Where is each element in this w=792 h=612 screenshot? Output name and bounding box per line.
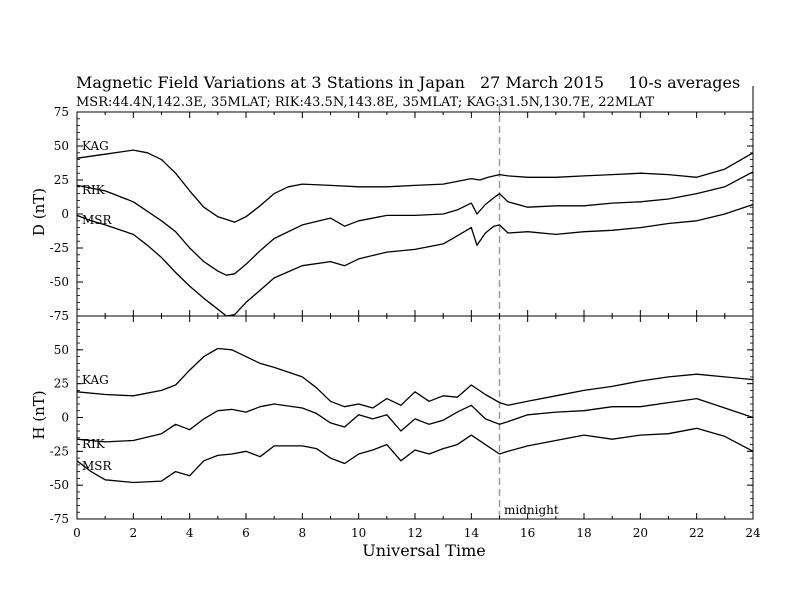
series-line-msr: [76, 427, 754, 484]
y-tick-label: -75: [50, 309, 69, 323]
station-label-msr: MSR: [82, 213, 113, 227]
station-label-kag: KAG: [82, 373, 109, 387]
y-tick-label: -25: [50, 444, 69, 458]
y-tick-label: 50: [54, 343, 69, 357]
x-tick-label: 24: [745, 526, 761, 540]
chart-averaging: 10-s averages: [628, 73, 740, 92]
series-line-rik: [76, 397, 754, 443]
x-tick-label: 2: [130, 526, 138, 540]
series-line-kag: [76, 347, 754, 409]
series-line-rik: [76, 171, 754, 276]
x-tick-label: 8: [299, 526, 307, 540]
plot-layer: 75 50 25 0 -25 -50 -75 KAG RIK MSR 50 25 0 -25 -50 -75 K…: [50, 86, 761, 540]
y-tick-label: 25: [54, 173, 69, 187]
x-tick-label: 10: [351, 526, 366, 540]
series-line-kag: [76, 149, 754, 223]
y-tick-label: 0: [61, 411, 69, 425]
station-label-rik: RIK: [82, 183, 106, 197]
d-panel-ylabel: D (nT): [30, 188, 48, 236]
x-axis-label: Universal Time: [362, 541, 485, 560]
x-tick-label: 6: [242, 526, 250, 540]
chart-date: 27 March 2015: [480, 73, 604, 92]
y-tick-label: 50: [54, 139, 69, 153]
y-tick-label: -25: [50, 241, 69, 255]
x-tick-label: 14: [464, 526, 480, 540]
station-label-rik: RIK: [82, 437, 106, 451]
station-label-msr: MSR: [82, 459, 113, 473]
h-panel-ylabel: H (nT): [30, 390, 48, 439]
y-tick-label: -75: [50, 512, 69, 526]
y-tick-label: -50: [50, 478, 69, 492]
x-tick-label: 16: [520, 526, 535, 540]
midnight-label: midnight: [504, 503, 559, 517]
x-tick-label: 4: [186, 526, 194, 540]
chart-title: Magnetic Field Variations at 3 Stations …: [76, 73, 465, 92]
x-tick-label: 20: [633, 526, 648, 540]
y-tick-label: 75: [54, 105, 69, 119]
y-tick-label: -50: [50, 275, 69, 289]
station-label-kag: KAG: [82, 139, 109, 153]
y-tick-label: 0: [61, 207, 69, 221]
x-tick-label: 18: [576, 526, 591, 540]
x-tick-label: 12: [407, 526, 422, 540]
y-tick-label: 25: [54, 377, 69, 391]
series-line-msr: [76, 203, 754, 317]
station-coordinates: MSR:44.4N,142.3E, 35MLAT; RIK:43.5N,143.…: [76, 95, 654, 110]
x-tick-label: 22: [689, 526, 704, 540]
x-tick-label: 0: [73, 526, 81, 540]
